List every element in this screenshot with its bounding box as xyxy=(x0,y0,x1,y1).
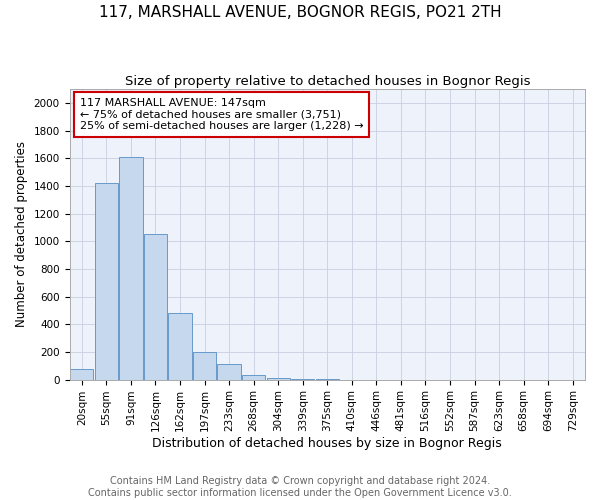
Bar xyxy=(119,157,143,380)
Text: Contains HM Land Registry data © Crown copyright and database right 2024.
Contai: Contains HM Land Registry data © Crown c… xyxy=(88,476,512,498)
Bar xyxy=(217,364,241,380)
Y-axis label: Number of detached properties: Number of detached properties xyxy=(15,142,28,328)
Bar xyxy=(291,379,314,380)
X-axis label: Distribution of detached houses by size in Bognor Regis: Distribution of detached houses by size … xyxy=(152,437,502,450)
Bar xyxy=(169,313,191,380)
Text: 117 MARSHALL AVENUE: 147sqm
← 75% of detached houses are smaller (3,751)
25% of : 117 MARSHALL AVENUE: 147sqm ← 75% of det… xyxy=(80,98,364,131)
Bar xyxy=(70,368,94,380)
Bar xyxy=(242,375,265,380)
Bar xyxy=(193,352,216,380)
Title: Size of property relative to detached houses in Bognor Regis: Size of property relative to detached ho… xyxy=(125,75,530,88)
Bar xyxy=(266,378,290,380)
Bar xyxy=(144,234,167,380)
Bar xyxy=(95,183,118,380)
Text: 117, MARSHALL AVENUE, BOGNOR REGIS, PO21 2TH: 117, MARSHALL AVENUE, BOGNOR REGIS, PO21… xyxy=(98,5,502,20)
